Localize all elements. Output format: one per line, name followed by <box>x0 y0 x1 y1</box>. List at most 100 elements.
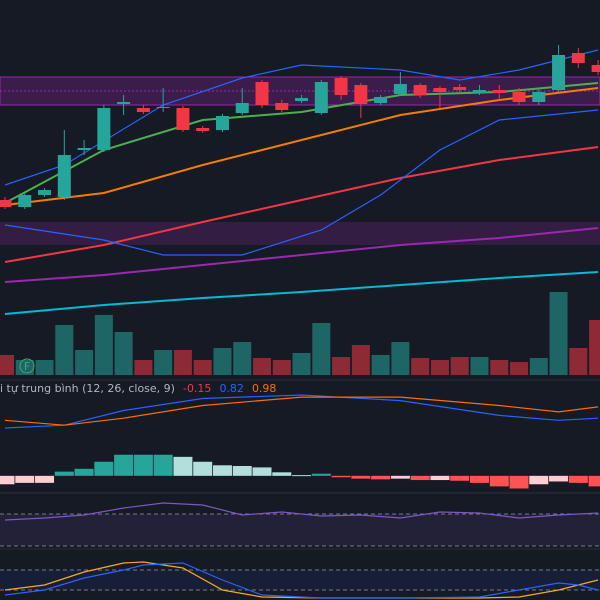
volume-bar <box>529 358 548 375</box>
volume-bar <box>292 353 311 375</box>
candle-body <box>492 90 506 93</box>
volume-bar <box>351 345 370 375</box>
histogram-bar <box>588 475 600 487</box>
histogram-bar <box>133 454 153 476</box>
candle-body <box>117 102 131 104</box>
histogram-bar <box>35 475 55 483</box>
candle-body <box>38 190 52 195</box>
volume-bar <box>0 355 14 375</box>
volume-bar <box>549 292 568 375</box>
volume-bar <box>253 358 272 375</box>
volume-bar <box>35 360 54 375</box>
candle-body <box>275 103 289 110</box>
candle-body <box>374 97 388 103</box>
volume-bar <box>411 358 430 375</box>
legend-value: 0.82 <box>219 382 244 395</box>
candle-body <box>552 55 566 90</box>
candle-body <box>136 108 150 112</box>
legend-value: -0.15 <box>183 382 211 395</box>
indicator-line <box>4 394 599 429</box>
histogram-bar <box>450 475 470 481</box>
indicator-line <box>4 396 599 426</box>
indicator-line <box>4 271 599 315</box>
histogram-bar <box>509 475 529 489</box>
histogram-bar <box>489 475 509 487</box>
histogram-bar <box>272 472 292 476</box>
candle-body <box>314 82 328 113</box>
candle-body <box>571 53 585 63</box>
indicator-line <box>4 561 599 599</box>
volume-bar <box>154 350 173 375</box>
volume-bar <box>55 325 74 375</box>
candle-body <box>512 92 526 102</box>
indicator-line <box>4 109 599 256</box>
histogram-bar <box>15 475 35 483</box>
volume-bar <box>569 348 588 375</box>
volume-bar <box>173 350 192 375</box>
volume-bar <box>75 350 94 375</box>
candle-body <box>196 128 210 131</box>
volume-bar <box>134 360 153 375</box>
legend-value: 0.98 <box>252 382 277 395</box>
rsi-band <box>0 514 600 546</box>
volume-bar <box>430 360 449 375</box>
histogram-bar <box>311 473 331 476</box>
candle-body <box>97 108 111 150</box>
candle-body <box>77 148 91 150</box>
candle-body <box>591 65 600 72</box>
candle-body <box>235 103 249 113</box>
candle-body <box>532 92 546 102</box>
histogram-bar <box>549 475 569 482</box>
histogram-bar <box>54 471 74 476</box>
indicator-line <box>4 562 599 599</box>
indicator-line <box>4 146 599 263</box>
candle-body <box>215 116 229 130</box>
volume-bar <box>490 360 509 375</box>
volume-bar <box>213 348 232 375</box>
histogram-bar <box>410 475 430 481</box>
candle-body <box>295 98 309 101</box>
histogram-bar <box>153 454 173 476</box>
candle-body <box>453 87 467 90</box>
candle-body <box>0 200 12 207</box>
candle-body <box>156 107 170 108</box>
candle-body <box>334 78 348 95</box>
indicator-line <box>4 502 599 521</box>
candle-body <box>354 85 368 104</box>
volume-bar <box>15 360 34 375</box>
volume-bar <box>371 355 390 375</box>
candle-body <box>393 84 407 94</box>
histogram-bar <box>292 475 312 477</box>
histogram-bar <box>568 475 588 483</box>
volume-bar <box>470 357 489 375</box>
volume-bar <box>510 362 529 375</box>
indicator-line <box>4 227 599 283</box>
histogram-bar <box>0 475 15 485</box>
stoch-band <box>0 570 600 590</box>
volume-bar <box>233 342 252 375</box>
candle-body <box>176 108 190 130</box>
candle-body <box>433 88 447 92</box>
volume-bar <box>450 357 469 375</box>
candle-body <box>413 85 427 95</box>
candle-body <box>255 82 269 105</box>
histogram-bar <box>529 475 549 485</box>
volume-bar <box>193 360 212 375</box>
histogram-bar <box>469 475 489 483</box>
histogram-bar <box>232 465 252 476</box>
histogram-bar <box>351 475 371 479</box>
support-zone <box>0 222 600 245</box>
histogram-bar <box>430 475 450 481</box>
histogram-bar <box>252 467 272 476</box>
histogram-bar <box>74 468 94 476</box>
volume-bar <box>114 332 133 375</box>
volume-bar <box>589 320 600 375</box>
histogram-bar <box>371 475 391 480</box>
histogram-bar <box>193 461 213 476</box>
indicator-line <box>4 49 599 186</box>
volume-bar <box>94 315 113 375</box>
volume-bar <box>332 357 351 375</box>
histogram-bar <box>114 454 134 476</box>
histogram-bar <box>94 461 114 476</box>
